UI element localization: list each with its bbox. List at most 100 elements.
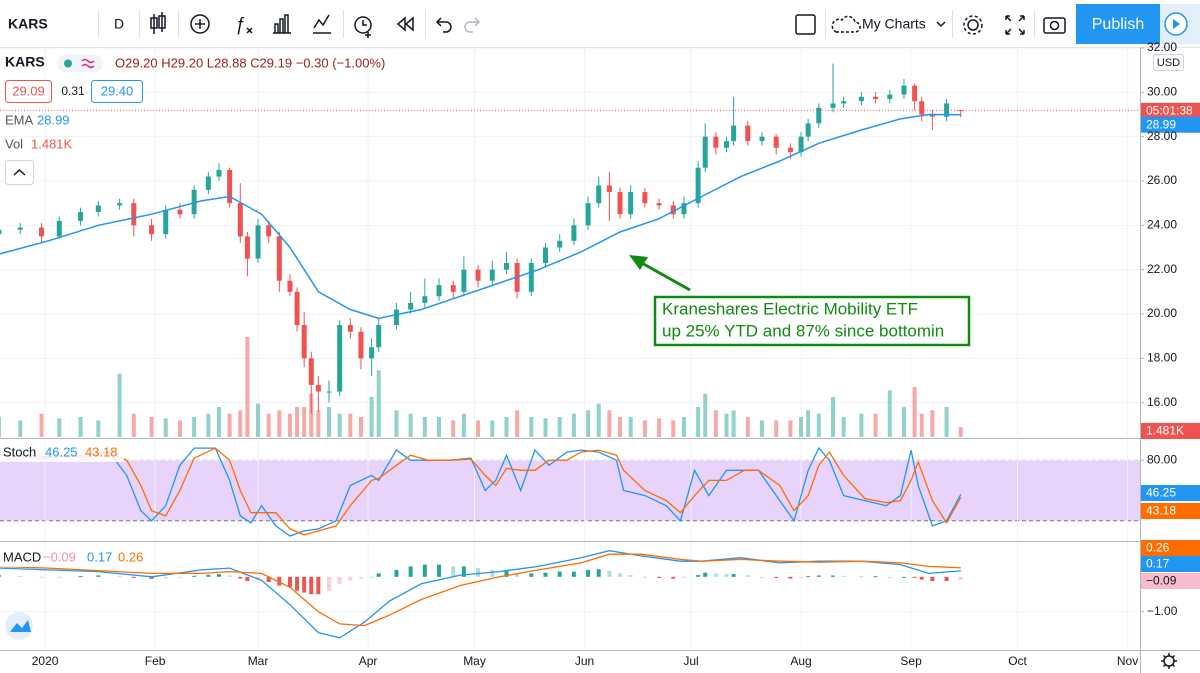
volume-bar [642, 420, 647, 437]
volume-bar [713, 410, 718, 437]
camera-icon [1043, 17, 1066, 34]
candle-body [358, 331, 364, 359]
histogram-bar [944, 576, 949, 582]
volume-bar [628, 417, 633, 437]
indicators-fx-icon[interactable]: ƒ [235, 14, 245, 34]
y-tick-label: 16.00 [1147, 395, 1177, 409]
candle-body [642, 192, 648, 204]
volume-bar [799, 417, 804, 437]
plot-area [0, 47, 1140, 650]
chart-settings-button[interactable] [963, 15, 983, 35]
legend-background [0, 444, 124, 462]
replay-button[interactable] [396, 16, 414, 32]
x-tick-label: Mar [248, 654, 269, 668]
candle-body [237, 203, 243, 237]
volume-bar [958, 427, 963, 437]
volume-bar [724, 413, 729, 437]
template-icon [313, 14, 331, 34]
layout-button[interactable] [795, 14, 816, 35]
fullscreen-button[interactable] [1005, 15, 1025, 35]
candle-body [830, 103, 836, 108]
annotation-text: up 25% YTD and 87% since bottomin [662, 321, 944, 340]
symbol-search[interactable]: KARS [8, 16, 48, 32]
publish-label[interactable]: Publish [1092, 16, 1144, 33]
candle-body [287, 280, 293, 292]
candle-body [596, 185, 602, 204]
collapse-legend-button[interactable] [5, 160, 34, 185]
snapshot-button[interactable] [1043, 17, 1066, 34]
candle-body [912, 85, 918, 102]
tradingview-logo [5, 612, 33, 640]
redo-button[interactable] [464, 17, 481, 33]
histogram-bar [369, 576, 374, 578]
histogram-bar [227, 575, 232, 577]
spread: 0.31 [61, 84, 85, 98]
histogram-bar [348, 576, 353, 581]
volume-bar [703, 393, 708, 437]
ask-price[interactable]: 29.40 [101, 83, 134, 98]
bid-price[interactable]: 29.09 [12, 83, 45, 98]
stoch-k-value: 46.25 [45, 444, 78, 459]
volume-bar [337, 413, 342, 437]
histogram-bar [703, 572, 708, 577]
signal-value: 0.26 [118, 549, 143, 564]
sell-button[interactable] [5, 80, 52, 103]
candle-body [724, 141, 730, 148]
legend-ohlc: O29.20 H29.20 L28.88 C29.19 −0.30 (−1.00… [115, 55, 385, 70]
x-tick-label: Oct [1008, 654, 1027, 668]
volume-bar [316, 410, 321, 437]
stoch-d-label: 43.18 [1146, 504, 1176, 518]
buy-button[interactable] [91, 80, 143, 103]
volume-bar [887, 390, 892, 437]
candle-body [745, 125, 751, 142]
volume-bar [760, 420, 765, 437]
y-tick-label: 22.00 [1147, 262, 1177, 276]
compare-button[interactable] [190, 14, 210, 34]
undo-button[interactable] [435, 17, 452, 33]
ema-value: 28.99 [37, 112, 70, 127]
volume-bar [745, 417, 750, 437]
logo-shape [10, 620, 31, 632]
financials-button[interactable] [273, 14, 291, 34]
interval-button[interactable]: D [114, 16, 124, 32]
stoch-d-value: 43.18 [85, 444, 118, 459]
candle-body [294, 291, 300, 326]
volume-bar [96, 420, 101, 437]
histogram-bar [192, 575, 197, 577]
histogram-bar [901, 576, 906, 578]
macd-label: MACD [3, 549, 41, 564]
band-fill [0, 460, 1140, 521]
templates-button[interactable] [313, 14, 331, 34]
volume-bar [571, 413, 576, 437]
histogram-bar [504, 569, 509, 577]
my-charts-button[interactable]: My Charts [862, 16, 926, 32]
status-pill[interactable] [57, 55, 103, 72]
histogram-bar [515, 573, 520, 577]
histogram-bar [177, 576, 182, 578]
histogram-bar [18, 575, 23, 577]
candle-body [944, 103, 950, 117]
volume-bar [696, 407, 701, 437]
candle-body [0, 229, 2, 235]
histogram-bar [681, 576, 686, 578]
circle-icon [190, 14, 210, 34]
volume-bar [859, 413, 864, 437]
y-tick-label: 24.00 [1147, 217, 1177, 231]
candle-body [131, 203, 137, 226]
chart-type-button[interactable] [150, 12, 166, 34]
vol-value: 1.481K [31, 136, 73, 151]
volume-bar [117, 373, 122, 437]
publish-button[interactable] [1076, 4, 1160, 44]
candle-body [805, 123, 811, 137]
volume-bar [177, 420, 182, 437]
currency-box[interactable] [1153, 54, 1184, 71]
alert-button[interactable] [354, 16, 372, 38]
volume-bar [681, 417, 686, 437]
volume-bar [256, 403, 261, 437]
chevron-up-icon [13, 168, 26, 176]
settings-button[interactable] [1161, 653, 1177, 669]
histogram-bar [930, 576, 935, 582]
volume-bar [618, 417, 623, 437]
volume-bar [0, 417, 1, 437]
candle-body [919, 101, 925, 115]
